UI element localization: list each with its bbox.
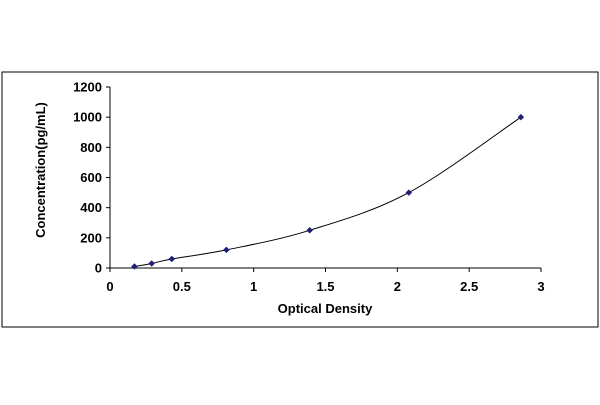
x-tick-label: 1.5: [316, 279, 334, 294]
data-point-marker: [405, 189, 413, 196]
y-tick-label: 600: [80, 170, 102, 185]
y-tick-label: 800: [80, 140, 102, 155]
chart-border: [1, 71, 599, 328]
data-point-marker: [148, 260, 156, 267]
x-tick-label: 2: [394, 279, 401, 294]
x-tick-label: 2.5: [460, 279, 478, 294]
data-point-marker: [131, 263, 138, 270]
x-tick-label: 0: [106, 279, 113, 294]
data-point-marker: [306, 226, 314, 234]
y-tick-label: 0: [95, 261, 102, 276]
data-point-marker: [223, 246, 230, 254]
y-tick-label: 400: [80, 200, 102, 215]
y-axis-title: Concentration(pg/mL): [33, 102, 48, 238]
y-tick-label: 1000: [73, 110, 102, 125]
y-tick-label: 200: [80, 230, 102, 245]
y-tick-label: 1200: [73, 80, 102, 95]
data-point-marker: [168, 255, 176, 263]
x-tick-label: 1: [250, 279, 257, 294]
x-tick-label: 3: [537, 279, 544, 294]
data-point-marker: [517, 113, 525, 121]
x-tick-label: 0.5: [173, 279, 191, 294]
x-axis-title: Optical Density: [278, 301, 373, 316]
